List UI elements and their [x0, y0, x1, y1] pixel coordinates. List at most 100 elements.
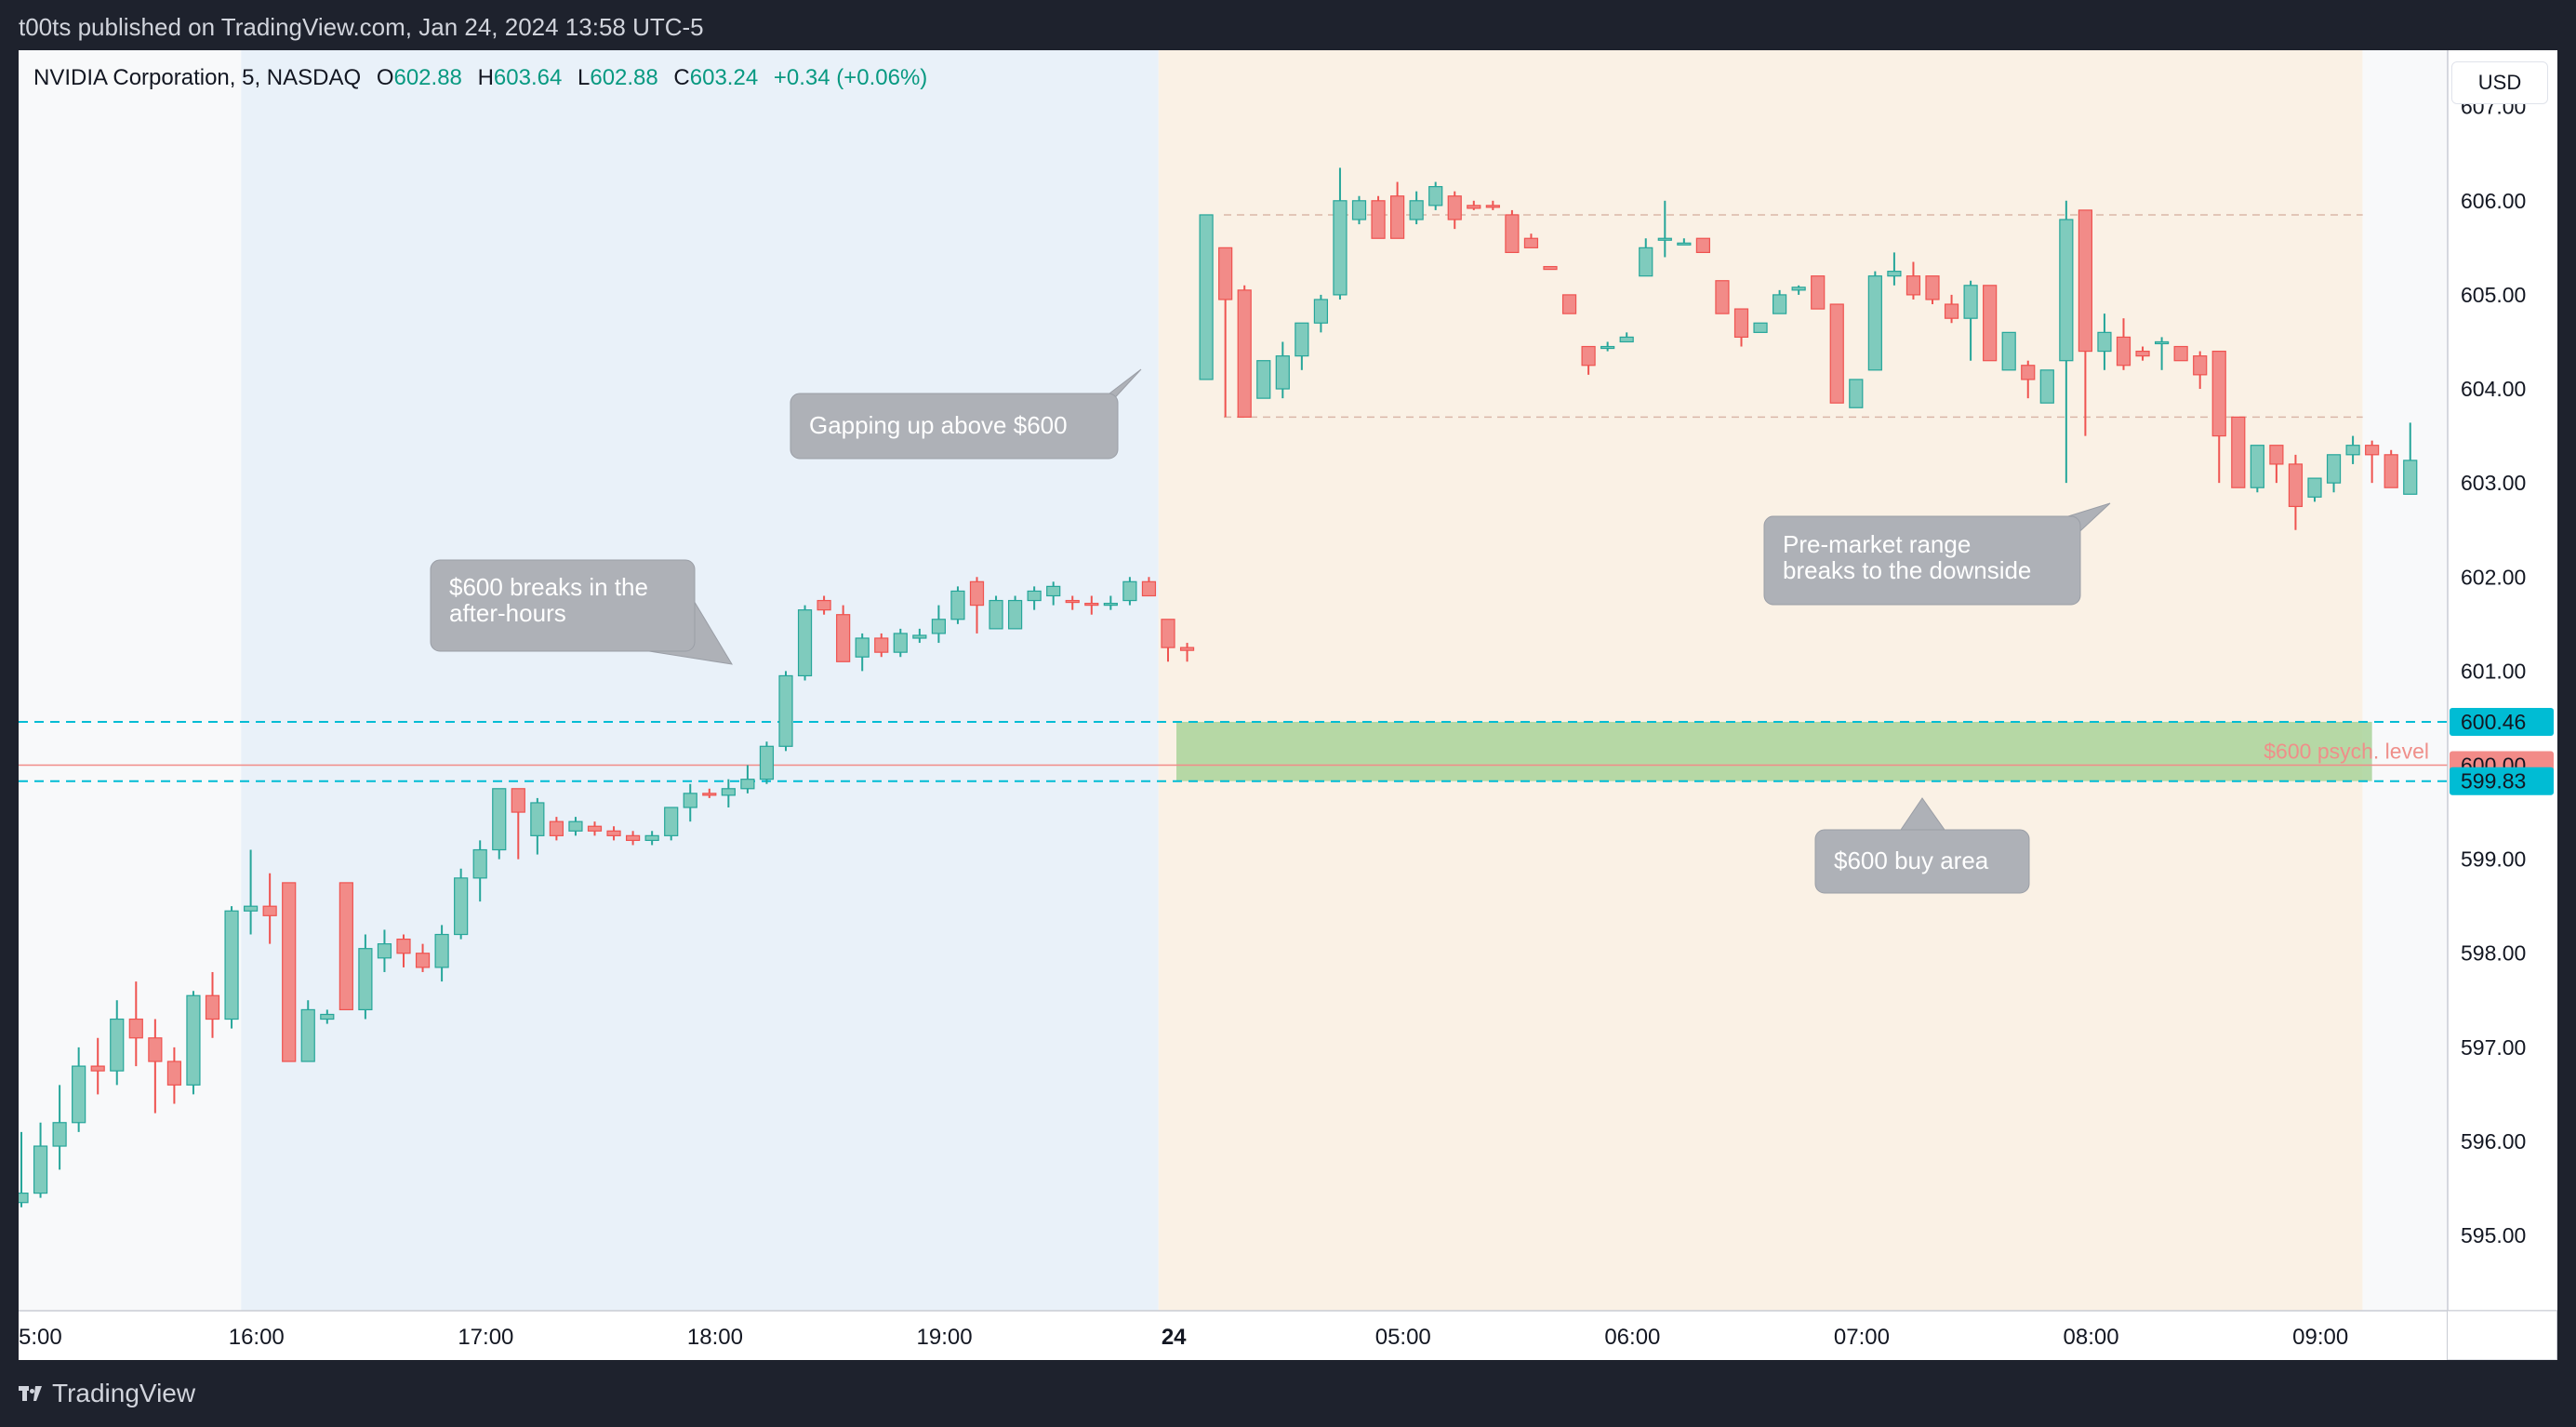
candle-body[interactable]: [2269, 445, 2284, 465]
candle-body[interactable]: [664, 807, 679, 836]
candle-body[interactable]: [2288, 463, 2304, 508]
candle-body[interactable]: [855, 637, 870, 658]
candle-body[interactable]: [1811, 275, 1826, 310]
candle-body[interactable]: [1141, 580, 1157, 597]
candle-body[interactable]: [683, 793, 697, 808]
candle-body[interactable]: [549, 820, 564, 836]
candle-body[interactable]: [1409, 200, 1424, 220]
candle-body[interactable]: [1772, 294, 1787, 314]
candle-body[interactable]: [1275, 355, 1290, 390]
candle-body[interactable]: [1619, 336, 1634, 343]
candle-body[interactable]: [492, 788, 507, 851]
candle-body[interactable]: [300, 1008, 315, 1062]
candle-body[interactable]: [1695, 237, 1711, 254]
candle-body[interactable]: [128, 1018, 143, 1039]
candle-body[interactable]: [2383, 454, 2398, 488]
candle-body[interactable]: [2001, 331, 2016, 371]
candle-body[interactable]: [874, 637, 889, 653]
candle-body[interactable]: [989, 599, 1003, 630]
candle-body[interactable]: [1065, 599, 1080, 604]
candle-body[interactable]: [1733, 308, 1749, 339]
candle-body[interactable]: [778, 674, 793, 747]
candle-body[interactable]: [587, 825, 603, 832]
candle-body[interactable]: [1199, 214, 1214, 380]
candle-body[interactable]: [1295, 322, 1309, 357]
candle-body[interactable]: [644, 834, 659, 842]
candle-body[interactable]: [262, 905, 277, 916]
candle-body[interactable]: [1543, 265, 1558, 271]
candle-body[interactable]: [1313, 299, 1329, 324]
candle-body[interactable]: [90, 1065, 105, 1072]
candle-body[interactable]: [1963, 285, 1978, 319]
candle-body[interactable]: [415, 953, 431, 968]
currency-button[interactable]: USD: [2451, 61, 2548, 104]
candle-body[interactable]: [759, 745, 775, 780]
candle-body[interactable]: [472, 848, 487, 879]
candle-body[interactable]: [1905, 275, 1921, 296]
candle-body[interactable]: [1007, 599, 1023, 630]
candle-body[interactable]: [2211, 350, 2226, 437]
candle-body[interactable]: [244, 905, 259, 912]
candle-body[interactable]: [166, 1060, 181, 1086]
candle-body[interactable]: [1523, 237, 1539, 248]
candle-body[interactable]: [320, 1013, 335, 1020]
candle-body[interactable]: [1122, 580, 1137, 602]
candle-body[interactable]: [339, 882, 353, 1011]
candle-body[interactable]: [224, 910, 239, 1020]
candle-body[interactable]: [1505, 214, 1520, 254]
candle-body[interactable]: [1600, 345, 1615, 350]
candle-body[interactable]: [148, 1037, 163, 1062]
candle-body[interactable]: [1849, 379, 1864, 408]
candle-body[interactable]: [1983, 285, 1998, 362]
candle-body[interactable]: [931, 619, 947, 634]
annotation-callout[interactable]: [430, 559, 696, 652]
candle-body[interactable]: [282, 882, 297, 1062]
candle-body[interactable]: [2250, 445, 2264, 488]
candle-body[interactable]: [377, 943, 392, 959]
candle-body[interactable]: [912, 634, 927, 639]
candle-body[interactable]: [2231, 416, 2246, 488]
candle-body[interactable]: [606, 830, 621, 836]
candle-body[interactable]: [1371, 200, 1386, 239]
candle-body[interactable]: [2365, 445, 2380, 456]
candle-body[interactable]: [1256, 360, 1271, 399]
candle-body[interactable]: [2326, 454, 2342, 484]
candle-body[interactable]: [1485, 205, 1500, 208]
candle-body[interactable]: [1103, 602, 1118, 607]
candle-body[interactable]: [568, 820, 583, 832]
candle-body[interactable]: [1389, 195, 1405, 239]
candle-body[interactable]: [1179, 647, 1195, 651]
candle-body[interactable]: [2173, 345, 2188, 362]
candle-body[interactable]: [1657, 237, 1672, 241]
annotation-callout[interactable]: [1814, 829, 2030, 894]
candle-body[interactable]: [1046, 585, 1061, 597]
candle-body[interactable]: [1944, 303, 1959, 319]
candle-body[interactable]: [52, 1122, 67, 1147]
candle-body[interactable]: [1218, 247, 1233, 300]
candle-body[interactable]: [1639, 247, 1653, 277]
candle-body[interactable]: [110, 1018, 125, 1072]
candle-body[interactable]: [836, 614, 851, 662]
candle-body[interactable]: [1237, 289, 1252, 418]
candle-body[interactable]: [434, 933, 449, 968]
candle-body[interactable]: [72, 1065, 86, 1124]
candle-body[interactable]: [205, 994, 220, 1020]
candle-body[interactable]: [358, 948, 373, 1011]
candle-body[interactable]: [1715, 280, 1730, 314]
candle-body[interactable]: [2155, 340, 2170, 345]
candle-body[interactable]: [2078, 209, 2092, 353]
candle-body[interactable]: [1467, 205, 1481, 209]
candle-body[interactable]: [625, 834, 641, 842]
candle-body[interactable]: [2097, 331, 2112, 353]
candle-body[interactable]: [817, 599, 831, 611]
annotation-callout[interactable]: [790, 393, 1119, 460]
candle-body[interactable]: [1428, 186, 1443, 207]
candle-body[interactable]: [186, 994, 201, 1086]
candle-body[interactable]: [1925, 275, 1940, 300]
candle-body[interactable]: [721, 788, 736, 796]
candle-body[interactable]: [950, 590, 965, 620]
candle-body[interactable]: [1333, 200, 1348, 296]
candle-body[interactable]: [1867, 275, 1882, 371]
candle-body[interactable]: [2059, 219, 2074, 362]
candle-body[interactable]: [1581, 345, 1596, 367]
